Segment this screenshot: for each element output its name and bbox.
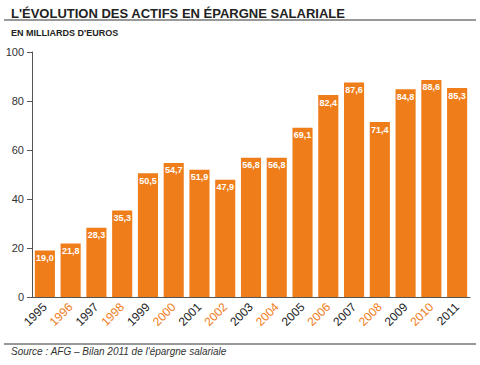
svg-text:87,6: 87,6 xyxy=(345,85,363,95)
svg-text:1996: 1996 xyxy=(47,300,76,329)
svg-text:51,9: 51,9 xyxy=(191,172,209,182)
svg-text:2010: 2010 xyxy=(408,300,437,329)
svg-text:2011: 2011 xyxy=(434,300,462,328)
svg-text:1998: 1998 xyxy=(98,300,127,329)
svg-text:20: 20 xyxy=(12,242,24,254)
svg-text:80: 80 xyxy=(12,95,24,107)
svg-text:35,3: 35,3 xyxy=(113,213,131,223)
svg-text:40: 40 xyxy=(12,193,24,205)
svg-text:28,3: 28,3 xyxy=(88,230,106,240)
svg-text:2005: 2005 xyxy=(279,300,308,329)
svg-text:1995: 1995 xyxy=(21,300,50,329)
svg-text:50,5: 50,5 xyxy=(139,176,157,186)
svg-text:69,1: 69,1 xyxy=(294,130,312,140)
svg-text:19,0: 19,0 xyxy=(36,253,54,263)
svg-text:EN MILLIARDS D'EUROS: EN MILLIARDS D'EUROS xyxy=(11,28,118,38)
svg-text:2001: 2001 xyxy=(176,300,205,329)
svg-text:54,7: 54,7 xyxy=(165,165,183,175)
svg-text:2003: 2003 xyxy=(227,300,256,329)
svg-text:84,8: 84,8 xyxy=(397,92,415,102)
svg-text:82,4: 82,4 xyxy=(320,98,338,108)
svg-text:60: 60 xyxy=(12,144,24,156)
svg-text:L'ÉVOLUTION DES ACTIFS EN ÉPAR: L'ÉVOLUTION DES ACTIFS EN ÉPARGNE SALARI… xyxy=(11,6,345,21)
svg-text:47,9: 47,9 xyxy=(216,182,234,192)
svg-text:2006: 2006 xyxy=(304,300,333,329)
svg-text:88,6: 88,6 xyxy=(423,82,441,92)
svg-text:56,8: 56,8 xyxy=(242,160,260,170)
svg-text:21,8: 21,8 xyxy=(62,246,80,256)
svg-text:2009: 2009 xyxy=(382,300,411,329)
svg-text:1999: 1999 xyxy=(124,300,153,329)
svg-text:0: 0 xyxy=(18,291,24,303)
svg-text:100: 100 xyxy=(6,46,24,58)
svg-text:56,8: 56,8 xyxy=(268,160,286,170)
svg-text:2000: 2000 xyxy=(150,300,179,329)
svg-text:71,4: 71,4 xyxy=(371,125,389,135)
svg-text:1997: 1997 xyxy=(73,300,102,329)
svg-text:2002: 2002 xyxy=(201,300,230,329)
svg-text:Source : AFG – Bilan 2011 de l: Source : AFG – Bilan 2011 de l'épargne s… xyxy=(11,346,227,357)
svg-text:2008: 2008 xyxy=(356,300,385,329)
svg-text:85,3: 85,3 xyxy=(448,91,466,101)
svg-text:2004: 2004 xyxy=(253,300,282,329)
svg-text:2007: 2007 xyxy=(330,300,359,329)
